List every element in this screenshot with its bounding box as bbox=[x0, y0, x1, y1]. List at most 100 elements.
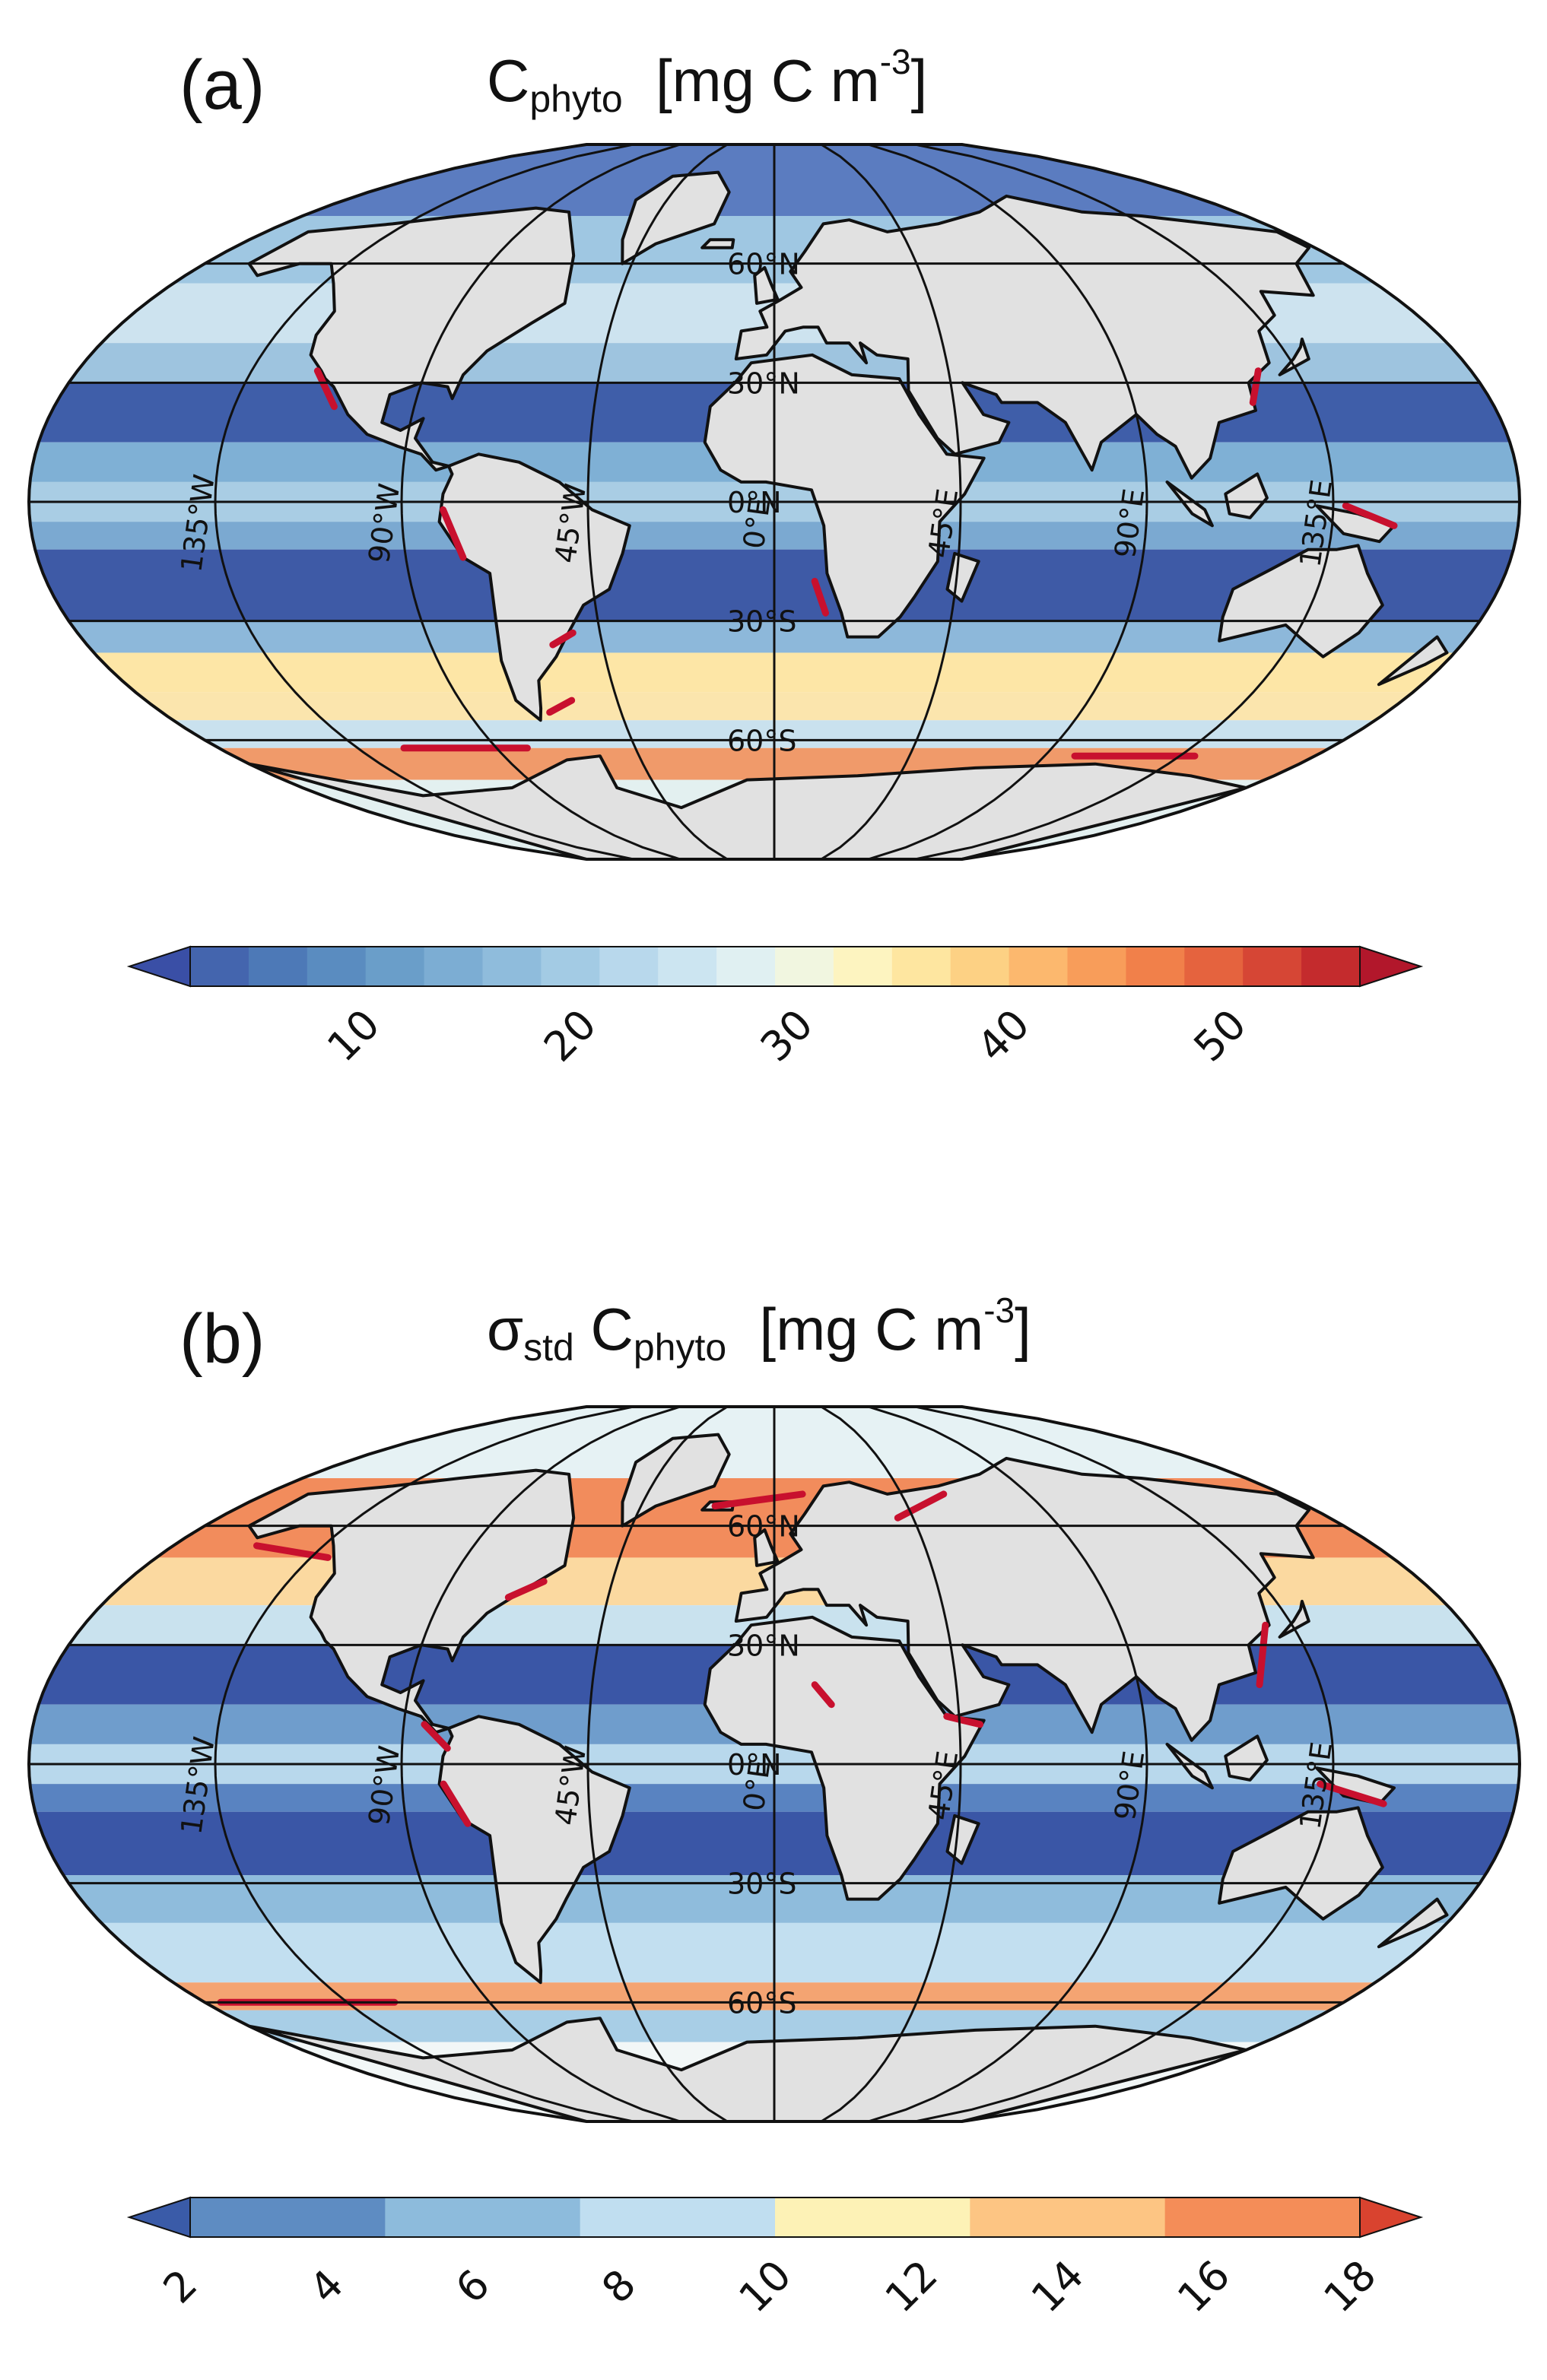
meridian-line bbox=[586, 143, 729, 861]
colorbar-segment bbox=[580, 2198, 776, 2237]
borneo-landmass bbox=[1224, 472, 1269, 519]
panel-b: (b) σstd Cphyto [mg C m-3] 60°N 30°N 0°N 30… bbox=[0, 1156, 1547, 2345]
latitude-label: 30°N bbox=[727, 1629, 800, 1662]
high-concentration-coast bbox=[546, 697, 576, 716]
colorbar-tick-label: 30 bbox=[751, 1000, 822, 1071]
longitude-label: 0°E bbox=[737, 496, 777, 551]
meridian-line bbox=[914, 143, 1335, 861]
meridian-line bbox=[820, 1405, 962, 2123]
panel-title: Cphyto [mg C m-3] bbox=[487, 44, 927, 118]
high-concentration-coast bbox=[1249, 367, 1262, 406]
latitude-label: 0°N bbox=[727, 1748, 782, 1782]
greenland-landmass bbox=[621, 170, 731, 265]
colorbar-tick-label: 6 bbox=[446, 2260, 499, 2312]
greenland-landmass bbox=[621, 1433, 731, 1528]
title-symbol: C bbox=[487, 47, 530, 114]
panel-a: (a) Cphyto [mg C m-3] 60°N 30°N 0°N 30°S 60°… bbox=[0, 0, 1547, 1156]
colorbar-segment bbox=[1184, 947, 1244, 986]
meridian-line bbox=[400, 1405, 681, 2123]
title-subscript: phyto bbox=[633, 1326, 727, 1369]
colorbar-segment bbox=[1067, 947, 1126, 986]
colorbar-tick-label: 10 bbox=[729, 2251, 800, 2321]
high-concentration-coast bbox=[253, 1542, 332, 1561]
colorbar-frame bbox=[189, 2197, 1361, 2238]
latitude-label: 60°S bbox=[727, 724, 796, 757]
colorbar-segment bbox=[1009, 947, 1068, 986]
colorbar-tick-label: 50 bbox=[1184, 1000, 1255, 1071]
colorbar-segment bbox=[1243, 947, 1302, 986]
colorbar-segment bbox=[658, 947, 717, 986]
australia-landmass bbox=[1218, 1806, 1384, 1921]
colorbar-segment bbox=[970, 2198, 1166, 2237]
borneo-landmass bbox=[1224, 1734, 1269, 1782]
title-units-close: ] bbox=[1015, 1296, 1031, 1363]
colorbar-tick-label: 40 bbox=[968, 1000, 1039, 1071]
latitude-label: 60°N bbox=[727, 248, 800, 281]
high-concentration-coast bbox=[313, 367, 338, 411]
antarctica-landmass bbox=[247, 2017, 1248, 2121]
high-concentration-coast bbox=[1342, 502, 1398, 529]
colorbar-segment bbox=[1164, 2198, 1361, 2237]
meridian-line bbox=[914, 1405, 1335, 2123]
title-units-close: ] bbox=[910, 47, 928, 114]
colorbar-segment bbox=[599, 947, 659, 986]
colorbar-extend-low bbox=[126, 2196, 191, 2239]
title-sigma-subscript: std bbox=[523, 1326, 574, 1369]
colorbar-segment bbox=[775, 2198, 970, 2237]
colorbar-segment bbox=[541, 947, 600, 986]
high-concentration-coast bbox=[1256, 1621, 1269, 1689]
sumatra-landmass bbox=[1165, 1742, 1214, 1790]
map-outline bbox=[27, 143, 1522, 861]
colorbar-tick-label: 8 bbox=[592, 2260, 645, 2312]
title-symbol: C bbox=[590, 1296, 634, 1363]
colorbar-segment bbox=[891, 947, 951, 986]
latitude-label: 30°N bbox=[727, 367, 800, 400]
colorbar-segment bbox=[307, 947, 367, 986]
high-concentration-coast bbox=[811, 1681, 835, 1709]
eurasia-landmass bbox=[734, 194, 1315, 480]
high-concentration-coast bbox=[440, 1780, 472, 1827]
north-america-landmass bbox=[247, 1468, 576, 1734]
colorbar-segment bbox=[424, 947, 483, 986]
title-units-exponent: -3 bbox=[983, 1290, 1015, 1330]
high-concentration-coast bbox=[440, 506, 467, 561]
latitude-label: 60°S bbox=[727, 1986, 796, 2020]
high-concentration-coast bbox=[1317, 1780, 1387, 1807]
high-concentration-coast bbox=[549, 629, 577, 649]
meridian-line bbox=[214, 143, 634, 861]
meridian-line bbox=[868, 1405, 1148, 2123]
eurasia-landmass bbox=[734, 1456, 1315, 1742]
colorbar-b: 2 4 6 8 10 12 14 16 18 bbox=[126, 2196, 1424, 2321]
panel-label: (a) bbox=[179, 46, 265, 124]
new-zealand-landmass bbox=[1377, 635, 1449, 687]
panel-label: (b) bbox=[179, 1300, 265, 1378]
meridian-line bbox=[400, 143, 681, 861]
colorbar-tick-label: 16 bbox=[1168, 2251, 1239, 2321]
title-subscript: phyto bbox=[529, 78, 623, 120]
colorbar-segment bbox=[482, 947, 542, 986]
high-concentration-coast bbox=[504, 1578, 548, 1601]
panel-title: σstd Cphyto [mg C m-3] bbox=[487, 1293, 1031, 1366]
latitude-label: 0°N bbox=[727, 486, 782, 519]
colorbar-segment bbox=[1126, 947, 1185, 986]
sumatra-landmass bbox=[1165, 480, 1214, 528]
colorbar-tick-label: 12 bbox=[876, 2251, 947, 2321]
australia-landmass bbox=[1218, 544, 1384, 658]
high-concentration-coast bbox=[421, 1721, 451, 1752]
colorbar-segment bbox=[1301, 947, 1361, 986]
colorbar-segment bbox=[385, 2198, 581, 2237]
colorbar-segment bbox=[775, 947, 834, 986]
high-concentration-coast bbox=[711, 1490, 806, 1510]
title-units: [mg C m bbox=[656, 47, 880, 114]
high-concentration-coast bbox=[811, 577, 829, 617]
meridian-line bbox=[586, 1405, 729, 2123]
colorbar-tick-label: 10 bbox=[318, 1000, 389, 1071]
colorbar-segment bbox=[950, 947, 1010, 986]
graticule bbox=[29, 1405, 1520, 2123]
high-concentration-coast bbox=[894, 1490, 948, 1522]
latitude-label: 30°S bbox=[727, 1868, 796, 1901]
meridian-line bbox=[214, 1405, 634, 2123]
colorbar-segment bbox=[833, 947, 893, 986]
